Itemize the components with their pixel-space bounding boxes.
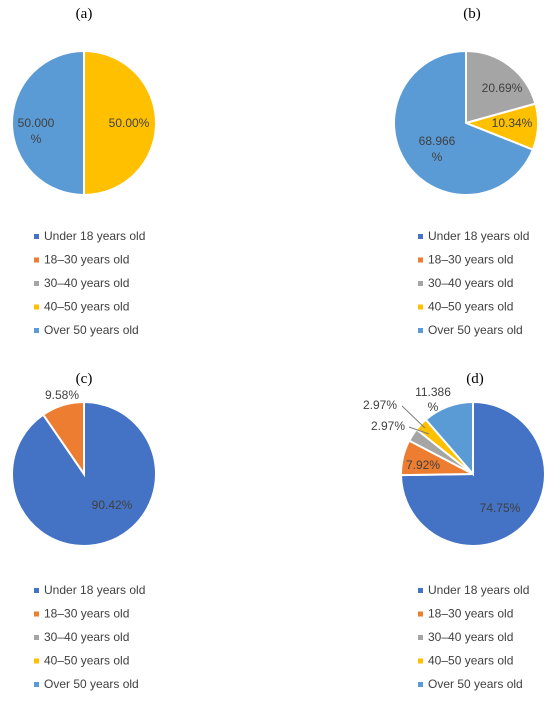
legend-marker-40-50-years-old bbox=[418, 658, 423, 664]
legend-entry-30-40-years-old: 30–40 years old bbox=[428, 276, 513, 290]
legend-marker-30-40-years-old bbox=[418, 281, 423, 286]
data-label-leader-line bbox=[408, 426, 430, 435]
data-label-leader-line bbox=[401, 405, 426, 429]
legend-entry-18-30-years-old: 18–30 years old bbox=[44, 253, 129, 267]
pie-panel-1: (b) 20.69% 10.34% 68.966 % Under 18 years old… bbox=[393, 6, 539, 337]
data-label-under-18-years-old: 74.75% bbox=[480, 501, 521, 515]
panel-title: (a) bbox=[76, 6, 93, 22]
legend-marker-under-18-years-old bbox=[418, 234, 423, 239]
legend-entry-40-50-years-old: 40–50 years old bbox=[428, 654, 513, 668]
legend-marker-30-40-years-old bbox=[418, 635, 423, 640]
legend-entry-40-50-years-old: 40–50 years old bbox=[44, 300, 129, 314]
data-label-30-40-years-old: 20.69% bbox=[482, 81, 523, 95]
data-label-18-30-years-old: 9.58% bbox=[45, 388, 79, 402]
legend-marker-40-50-years-old bbox=[418, 304, 423, 310]
legend-marker-40-50-years-old bbox=[34, 658, 39, 664]
legend-entry-18-30-years-old: 18–30 years old bbox=[428, 607, 513, 621]
legend-entry-40-50-years-old: 40–50 years old bbox=[44, 654, 129, 668]
legend-marker-40-50-years-old bbox=[34, 304, 39, 310]
panel-title: (b) bbox=[463, 6, 481, 22]
legend: Under 18 years old 18–30 years old 30–40 y… bbox=[418, 229, 529, 337]
panel-title: (d) bbox=[466, 371, 484, 387]
pie-slice-over-50-years-old bbox=[424, 400, 474, 477]
pie-panel-0: (a) 50.00% 50.000 % Under 18 years old 18–30 … bbox=[11, 6, 157, 337]
legend-entry-30-40-years-old: 30–40 years old bbox=[44, 630, 129, 644]
data-label-40-50-years-old: 10.34% bbox=[492, 116, 533, 130]
data-label-under-18-years-old: 90.42% bbox=[92, 498, 133, 512]
legend-marker-18-30-years-old bbox=[418, 257, 423, 263]
data-label-over-50-years-old: 68.966% bbox=[419, 134, 456, 164]
pie-slice-18-30-years-old bbox=[41, 400, 85, 478]
legend-entry-under-18-years-old: Under 18 years old bbox=[44, 229, 145, 243]
legend-marker-under-18-years-old bbox=[34, 234, 39, 239]
legend-marker-18-30-years-old bbox=[34, 611, 39, 617]
legend-entry-under-18-years-old: Under 18 years old bbox=[428, 229, 529, 243]
panel-title: (c) bbox=[76, 371, 93, 387]
legend-marker-over-50-years-old bbox=[34, 682, 39, 687]
legend-marker-over-50-years-old bbox=[418, 682, 423, 687]
legend-marker-18-30-years-old bbox=[34, 257, 39, 263]
pie-slice-30-40-years-old bbox=[465, 49, 537, 125]
legend-marker-over-50-years-old bbox=[418, 328, 423, 333]
legend-marker-under-18-years-old bbox=[418, 588, 423, 593]
legend-marker-30-40-years-old bbox=[34, 281, 39, 286]
pie-slice-40-50-years-old bbox=[83, 49, 157, 197]
legend-marker-under-18-years-old bbox=[34, 588, 39, 593]
legend-entry-18-30-years-old: 18–30 years old bbox=[44, 607, 129, 621]
legend-entry-40-50-years-old: 40–50 years old bbox=[428, 300, 513, 314]
data-label-over-50-years-old: 50.000% bbox=[18, 116, 55, 146]
pie-panel-3: (d) 74.75% 7.92% 2.97% 2.97% 11.386 % Under 18 … bbox=[363, 371, 546, 691]
legend-entry-under-18-years-old: Under 18 years old bbox=[428, 583, 529, 597]
legend-entry-30-40-years-old: 30–40 years old bbox=[44, 276, 129, 290]
data-label-18-30-years-old: 7.92% bbox=[406, 458, 440, 472]
pie-slice-over-50-years-old bbox=[11, 49, 85, 197]
data-label-40-50-years-old: 2.97% bbox=[363, 398, 397, 412]
data-label-30-40-years-old: 2.97% bbox=[371, 419, 405, 433]
legend-marker-30-40-years-old bbox=[34, 635, 39, 640]
legend-entry-over-50-years-old: Over 50 years old bbox=[44, 677, 139, 691]
data-label-40-50-years-old: 50.00% bbox=[109, 116, 150, 130]
legend-entry-under-18-years-old: Under 18 years old bbox=[44, 583, 145, 597]
legend: Under 18 years old 18–30 years old 30–40 y… bbox=[34, 583, 145, 691]
legend-marker-over-50-years-old bbox=[34, 328, 39, 333]
legend-entry-over-50-years-old: Over 50 years old bbox=[428, 677, 523, 691]
legend-entry-18-30-years-old: 18–30 years old bbox=[428, 253, 513, 267]
legend-entry-over-50-years-old: Over 50 years old bbox=[428, 323, 523, 337]
pie-slice-over-50-years-old bbox=[393, 49, 535, 196]
legend: Under 18 years old 18–30 years old 30–40 y… bbox=[418, 583, 529, 691]
legend-entry-30-40-years-old: 30–40 years old bbox=[428, 630, 513, 644]
legend-marker-18-30-years-old bbox=[418, 611, 423, 617]
legend: Under 18 years old 18–30 years old 30–40 y… bbox=[34, 229, 145, 337]
data-label-over-50-years-old: 11.386% bbox=[415, 385, 451, 414]
pie-panel-2: (c) 90.42% 9.58% Under 18 years old 18–30 ye… bbox=[11, 371, 157, 691]
legend-entry-over-50-years-old: Over 50 years old bbox=[44, 323, 139, 337]
